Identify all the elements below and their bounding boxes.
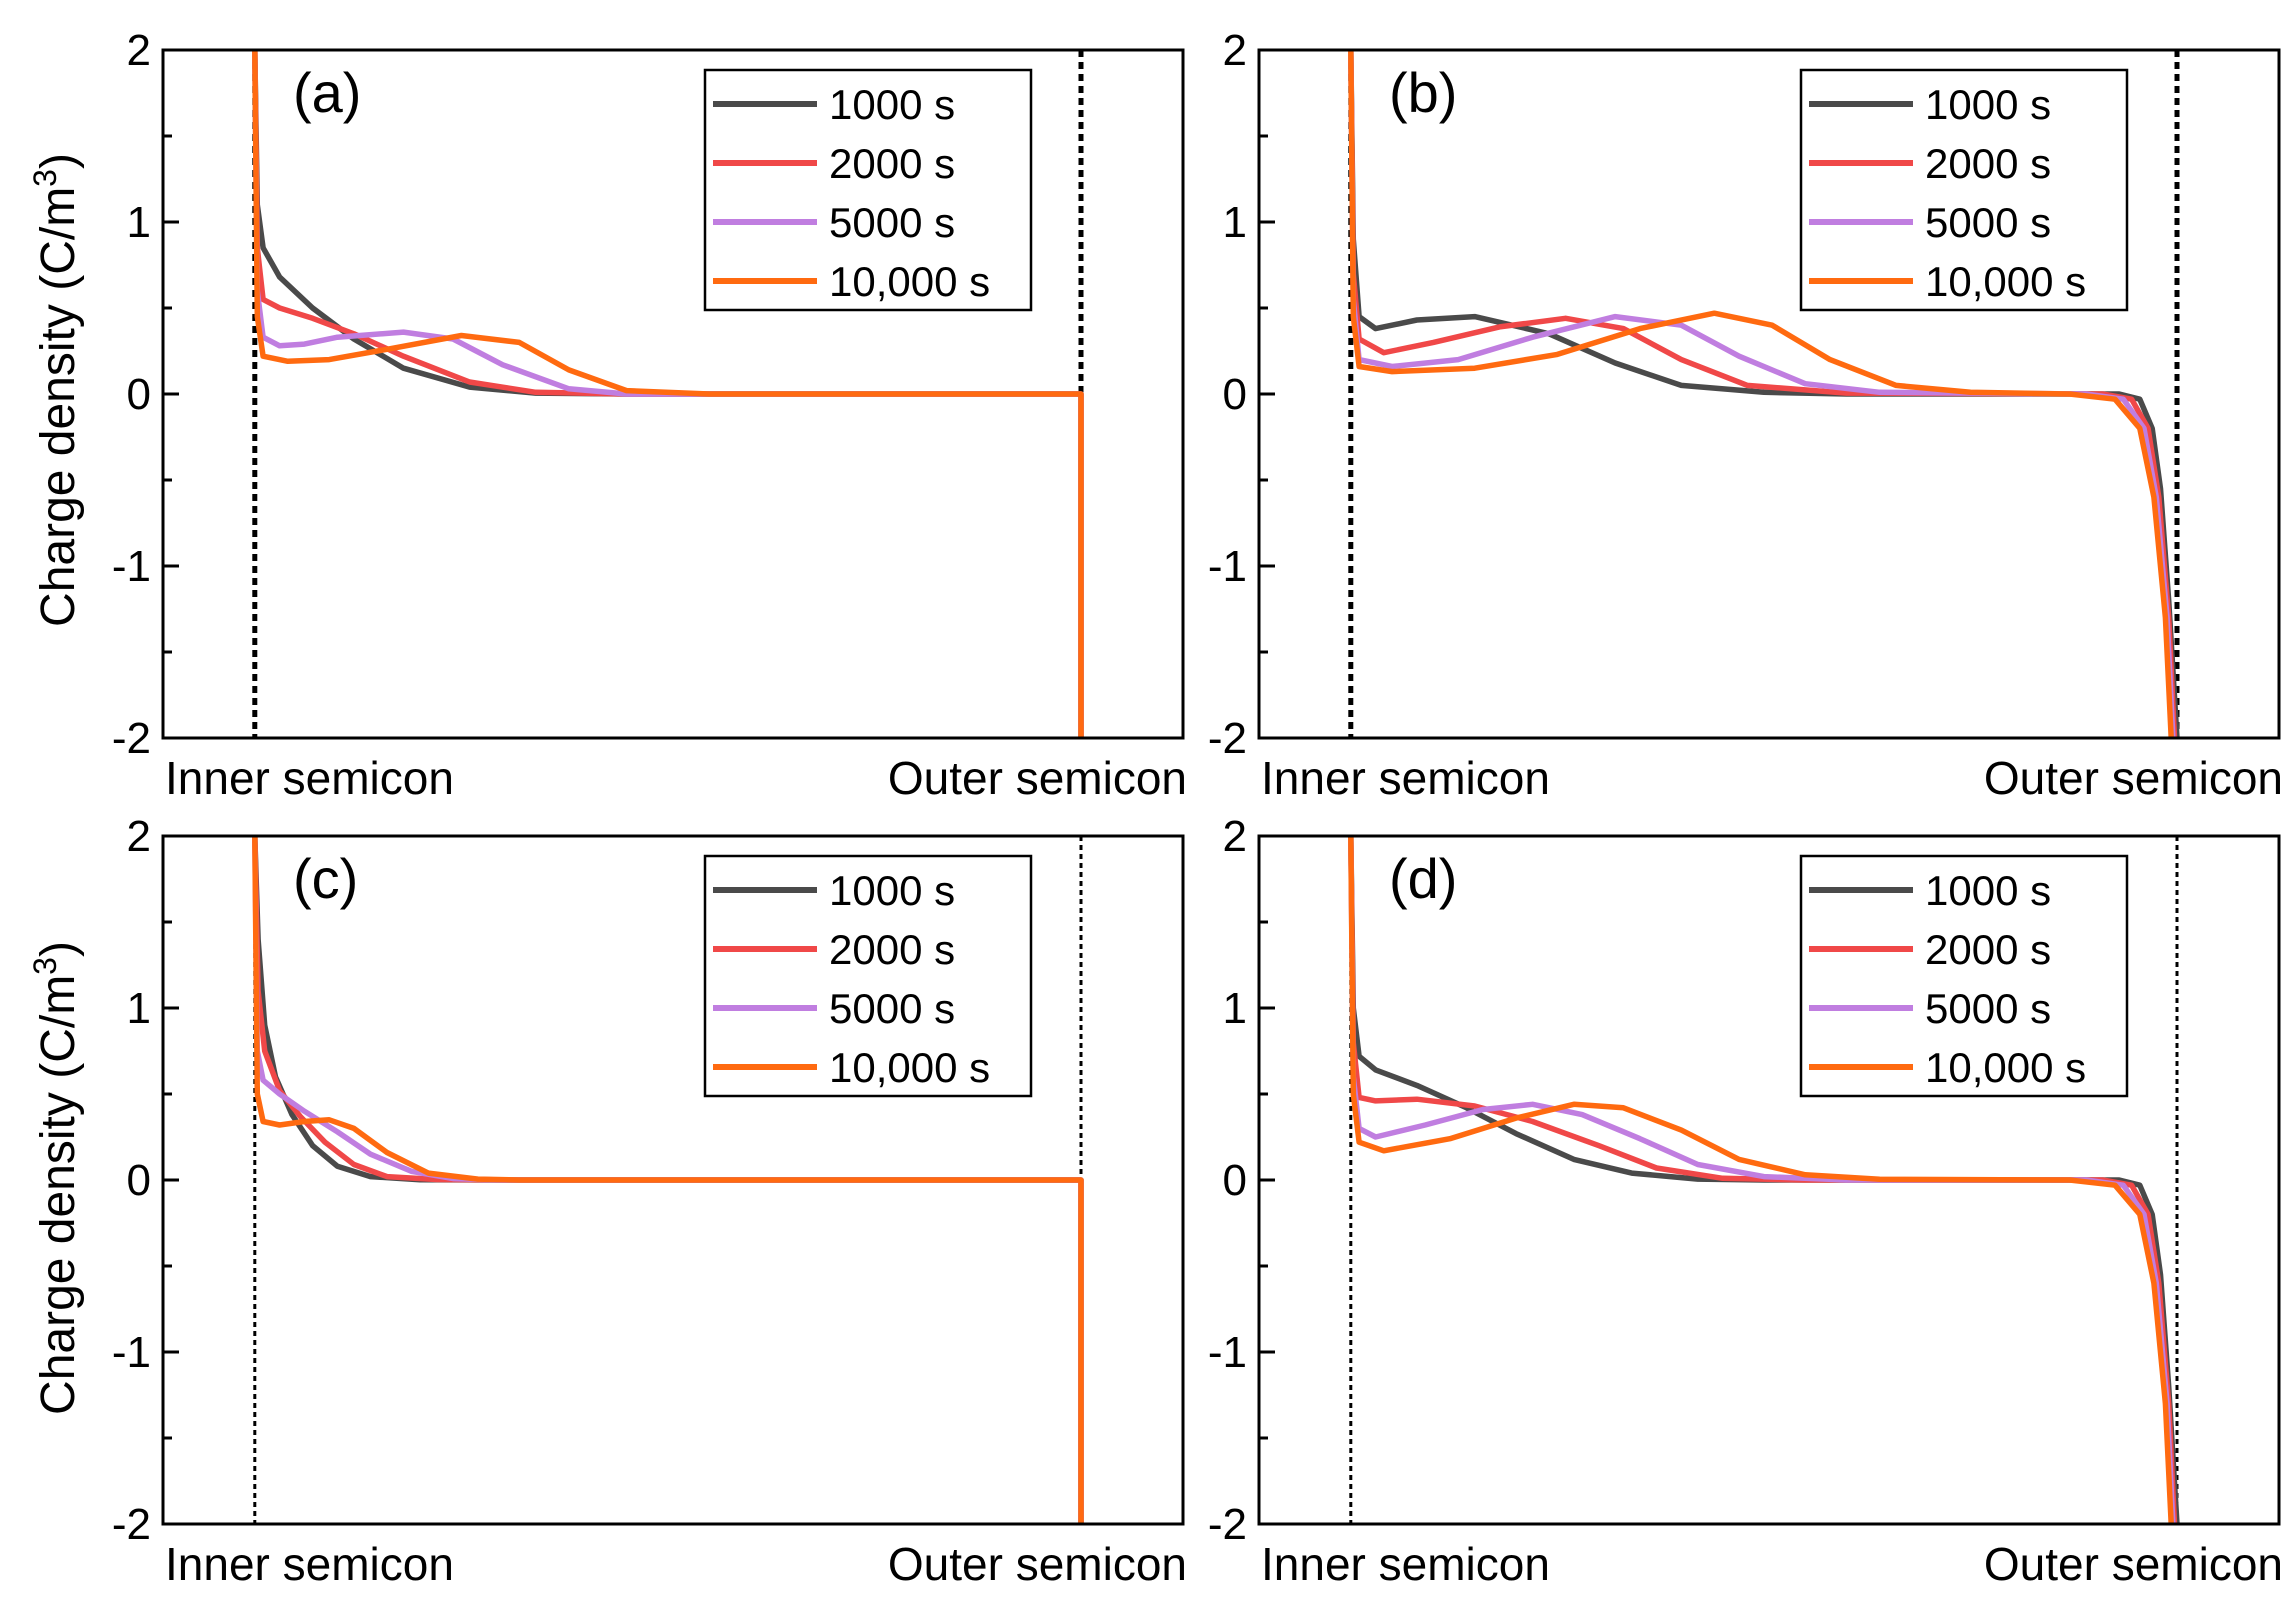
y-tick-label: 0: [1223, 1156, 1247, 1205]
chart-panel-2: 2 1 0 -1 -2 Inner semicon Outer semicon (b) 1000…: [1208, 26, 2283, 804]
y-tick-label: 2: [127, 26, 151, 75]
series-line-10000s: [252, 50, 1084, 738]
panel-label: (c): [293, 847, 358, 910]
legend: 1000 s 2000 s 5000 s 10,000 s: [703, 854, 1033, 1098]
x-label-inner-semicon: Inner semicon: [165, 1538, 454, 1590]
x-label-inner-semicon: Inner semicon: [1261, 752, 1550, 804]
legend: 1000 s 2000 s 5000 s 10,000 s: [703, 68, 1033, 312]
y-tick-label: -1: [1208, 1328, 1247, 1377]
y-tick-label: 2: [1223, 26, 1247, 75]
legend-label: 5000 s: [829, 985, 955, 1032]
legend-label: 1000 s: [1925, 867, 2051, 914]
legend-box: [703, 68, 1033, 312]
legend-label: 10,000 s: [829, 1044, 990, 1091]
legend-box: [1799, 854, 2129, 1098]
series-line-1000s: [1348, 836, 2180, 1524]
series-line-1000s: [1348, 50, 2180, 738]
legend-label: 5000 s: [829, 199, 955, 246]
panel-label: (d): [1389, 847, 1457, 910]
chart-panel-1: 2 1 0 -1 -2 Inner semicon Outer semicon (a) 1000…: [112, 26, 1187, 804]
series-line-10000s: [252, 836, 1084, 1524]
legend-label: 2000 s: [1925, 926, 2051, 973]
legend-box: [1799, 68, 2129, 312]
y-tick-label: 0: [1223, 370, 1247, 419]
panel-label: (a): [293, 61, 361, 124]
y-tick-label: -2: [1208, 1500, 1247, 1549]
panel-label: (b): [1389, 61, 1457, 124]
x-label-inner-semicon: Inner semicon: [165, 752, 454, 804]
x-label-outer-semicon: Outer semicon: [888, 752, 1187, 804]
legend-label: 2000 s: [829, 926, 955, 973]
y-tick-label: -2: [112, 714, 151, 763]
series-line-5000s: [1348, 836, 2176, 1524]
series-line-5000s: [1348, 50, 2176, 738]
y-tick-label: 2: [127, 812, 151, 861]
y-tick-label: 0: [127, 370, 151, 419]
x-label-inner-semicon: Inner semicon: [1261, 1538, 1550, 1590]
series-line-2000s: [1348, 50, 2178, 738]
series-line-2000s: [1348, 836, 2178, 1524]
series-line-10000s: [1348, 50, 2174, 738]
y-axis-label-top: Charge density (C/m3): [27, 153, 85, 627]
y-tick-label: 1: [1223, 198, 1247, 247]
legend-label: 10,000 s: [1925, 1044, 2086, 1091]
series-line-10000s: [1348, 836, 2174, 1524]
legend-label: 5000 s: [1925, 985, 2051, 1032]
x-label-outer-semicon: Outer semicon: [1984, 752, 2283, 804]
legend-label: 1000 s: [829, 81, 955, 128]
legend-label: 1000 s: [1925, 81, 2051, 128]
y-tick-label: 1: [127, 984, 151, 1033]
chart-panel-4: 2 1 0 -1 -2 Inner semicon Outer semicon (d) 1000…: [1208, 812, 2283, 1590]
legend-label: 10,000 s: [1925, 258, 2086, 305]
series-line-5000s: [252, 50, 1084, 738]
y-tick-label: -1: [1208, 542, 1247, 591]
y-tick-label: -2: [112, 1500, 151, 1549]
y-tick-label: -1: [112, 1328, 151, 1377]
y-tick-label: 1: [127, 198, 151, 247]
y-tick-label: -2: [1208, 714, 1247, 763]
chart-panel-3: 2 1 0 -1 -2 Inner semicon Outer semicon (c) 1000…: [112, 812, 1187, 1590]
legend: 1000 s 2000 s 5000 s 10,000 s: [1799, 854, 2129, 1098]
x-label-outer-semicon: Outer semicon: [1984, 1538, 2283, 1590]
y-tick-label: 2: [1223, 812, 1247, 861]
legend-label: 2000 s: [1925, 140, 2051, 187]
legend-label: 5000 s: [1925, 199, 2051, 246]
legend-label: 10,000 s: [829, 258, 990, 305]
legend: 1000 s 2000 s 5000 s 10,000 s: [1799, 68, 2129, 312]
x-label-outer-semicon: Outer semicon: [888, 1538, 1187, 1590]
legend-box: [703, 854, 1033, 1098]
y-tick-label: 1: [1223, 984, 1247, 1033]
y-tick-label: 0: [127, 1156, 151, 1205]
y-tick-label: -1: [112, 542, 151, 591]
y-axis-label-bottom: Charge density (C/m3): [27, 941, 85, 1415]
legend-label: 1000 s: [829, 867, 955, 914]
legend-label: 2000 s: [829, 140, 955, 187]
